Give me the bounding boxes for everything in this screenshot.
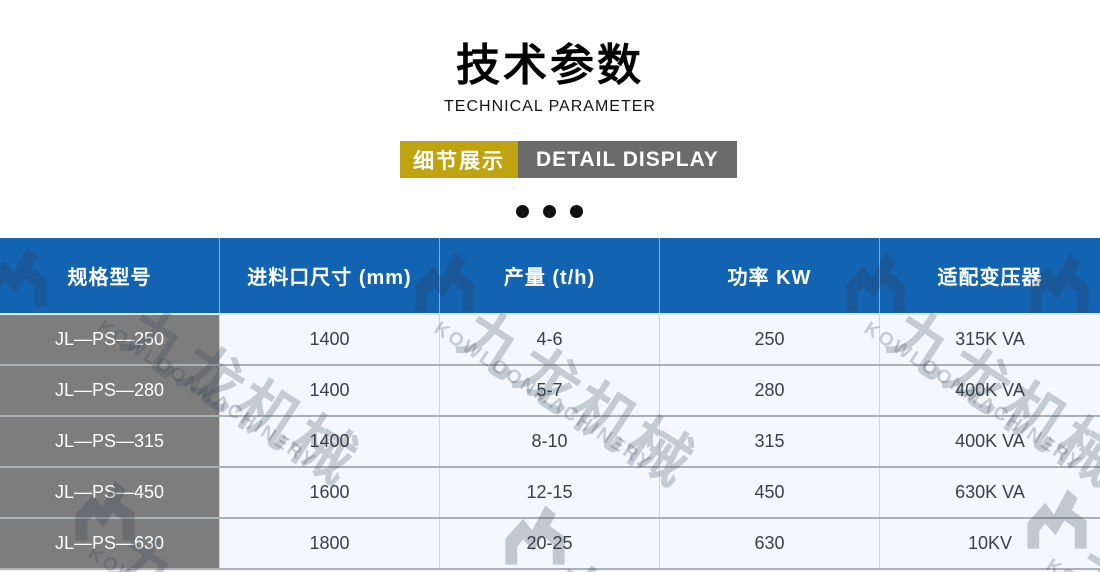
power-value: 280 bbox=[754, 380, 785, 400]
transformer-cell: 10KV bbox=[880, 519, 1100, 568]
transformer-value: 315K VA bbox=[955, 329, 1025, 349]
table-row: JL—PS—630 1800 20-25 630 10KV bbox=[0, 519, 1100, 570]
col-header-label: 进料口尺寸 (mm) bbox=[247, 267, 412, 289]
col-header-model: 规格型号 bbox=[0, 238, 220, 313]
power-cell: 250 bbox=[660, 315, 880, 364]
model-value: JL—PS—280 bbox=[54, 380, 165, 400]
table-row: JL—PS—450 1600 12-15 450 630K VA bbox=[0, 468, 1100, 519]
model-value: JL—PS—315 bbox=[54, 431, 165, 451]
transformer-value: 400K VA bbox=[955, 380, 1025, 400]
capacity-value: 20-25 bbox=[526, 533, 573, 553]
feed-size-cell: 1800 bbox=[220, 519, 440, 568]
feed-size-cell: 1400 bbox=[220, 417, 440, 466]
spec-table: 规格型号 进料口尺寸 (mm) 产量 (t/h) 功率 KW 适配变压器 JL—… bbox=[0, 238, 1100, 572]
feed-size-value: 1400 bbox=[309, 329, 350, 349]
capacity-value: 8-10 bbox=[531, 431, 568, 451]
capacity-cell: 8-10 bbox=[440, 417, 660, 466]
power-cell: 630 bbox=[660, 519, 880, 568]
feed-size-cell: 1400 bbox=[220, 315, 440, 364]
capacity-value: 4-6 bbox=[536, 329, 563, 349]
col-header-feed-size: 进料口尺寸 (mm) bbox=[220, 238, 440, 313]
capacity-value: 5-7 bbox=[536, 380, 563, 400]
col-header-label: 规格型号 bbox=[67, 267, 152, 289]
feed-size-value: 1400 bbox=[309, 431, 350, 451]
model-cell: JL—PS—315 bbox=[0, 417, 220, 466]
transformer-value: 10KV bbox=[967, 533, 1013, 553]
power-value: 315 bbox=[754, 431, 785, 451]
col-header-label: 产量 (t/h) bbox=[503, 267, 596, 289]
col-header-label: 功率 KW bbox=[727, 267, 812, 289]
transformer-value: 400K VA bbox=[955, 431, 1025, 451]
dot bbox=[515, 205, 529, 218]
col-header-power: 功率 KW bbox=[660, 238, 880, 313]
capacity-cell: 5-7 bbox=[440, 366, 660, 415]
model-value: JL—PS—250 bbox=[54, 329, 165, 349]
table-row: JL—PS—250 1400 4-6 250 315K VA bbox=[0, 315, 1100, 366]
model-value: JL—PS—630 bbox=[54, 533, 165, 553]
banner-cn-label: 细节展示 bbox=[400, 141, 518, 178]
transformer-cell: 630K VA bbox=[880, 468, 1100, 517]
capacity-cell: 4-6 bbox=[440, 315, 660, 364]
transformer-cell: 315K VA bbox=[880, 315, 1100, 364]
table-row: JL—PS—280 1400 5-7 280 400K VA bbox=[0, 366, 1100, 417]
table-header-row: 规格型号 进料口尺寸 (mm) 产量 (t/h) 功率 KW 适配变压器 bbox=[0, 238, 1100, 315]
model-cell: JL—PS—280 bbox=[0, 366, 220, 415]
col-header-label: 适配变压器 bbox=[937, 267, 1043, 289]
model-value: JL—PS—450 bbox=[54, 482, 165, 502]
transformer-value: 630K VA bbox=[955, 482, 1025, 502]
power-value: 630 bbox=[754, 533, 785, 553]
banner-en-label: DETAIL DISPLAY bbox=[518, 141, 737, 178]
feed-size-cell: 1600 bbox=[220, 468, 440, 517]
col-header-capacity: 产量 (t/h) bbox=[440, 238, 660, 313]
detail-display-banner: 细节展示 DETAIL DISPLAY bbox=[400, 141, 737, 178]
power-value: 450 bbox=[754, 482, 785, 502]
feed-size-cell: 1400 bbox=[220, 366, 440, 415]
col-header-transformer: 适配变压器 bbox=[880, 238, 1100, 313]
decorative-dots bbox=[0, 205, 1098, 218]
dot bbox=[569, 205, 583, 218]
power-value: 250 bbox=[754, 329, 785, 349]
model-cell: JL—PS—250 bbox=[0, 315, 220, 364]
dot bbox=[542, 205, 556, 218]
feed-size-value: 1400 bbox=[309, 380, 350, 400]
page-title: 技术参数 bbox=[456, 41, 644, 90]
transformer-cell: 400K VA bbox=[880, 366, 1100, 415]
transformer-cell: 400K VA bbox=[880, 417, 1100, 466]
feed-size-value: 1800 bbox=[309, 533, 350, 553]
table-row: JL—PS—315 1400 8-10 315 400K VA bbox=[0, 417, 1100, 468]
model-cell: JL—PS—630 bbox=[0, 519, 220, 568]
capacity-value: 12-15 bbox=[526, 482, 573, 502]
power-cell: 280 bbox=[660, 366, 880, 415]
capacity-cell: 12-15 bbox=[440, 468, 660, 517]
page-subtitle: TECHNICAL PARAMETER bbox=[444, 98, 656, 115]
power-cell: 315 bbox=[660, 417, 880, 466]
capacity-cell: 20-25 bbox=[440, 519, 660, 568]
power-cell: 450 bbox=[660, 468, 880, 517]
feed-size-value: 1600 bbox=[309, 482, 350, 502]
model-cell: JL—PS—450 bbox=[0, 468, 220, 517]
